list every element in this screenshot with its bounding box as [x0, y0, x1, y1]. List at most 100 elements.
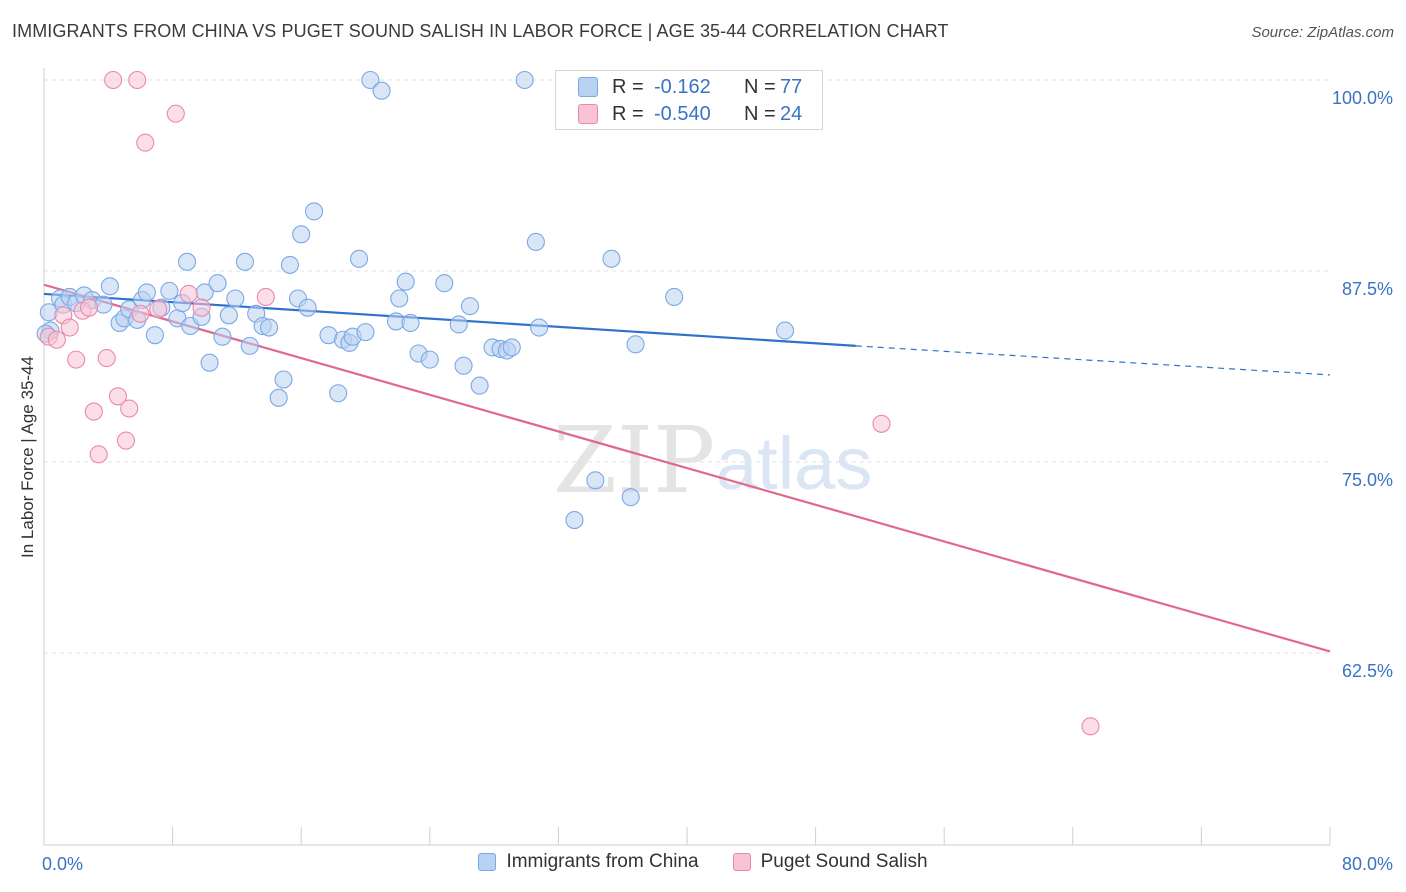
- point-immigrants-from-china: [160, 281, 179, 300]
- gridlines: [44, 79, 1330, 654]
- point-puget-sound-salish: [872, 414, 891, 433]
- point-puget-sound-salish: [67, 350, 86, 369]
- legend-swatch-china: [478, 853, 497, 871]
- r-label: R =: [612, 75, 644, 98]
- point-immigrants-from-china: [292, 225, 311, 244]
- point-immigrants-from-china: [515, 70, 534, 90]
- point-immigrants-from-china: [356, 323, 375, 342]
- y-tick-label: 87.5%: [1342, 279, 1393, 299]
- point-immigrants-from-china: [208, 274, 227, 293]
- point-immigrants-from-china: [329, 384, 348, 403]
- point-immigrants-from-china: [565, 511, 584, 530]
- n-label: N =: [744, 75, 776, 98]
- point-immigrants-from-china: [226, 289, 245, 308]
- data-points: [36, 70, 1100, 736]
- legend-swatch-salish: [732, 853, 751, 871]
- stats-row-salish: R = -0.540 N = 24: [578, 100, 802, 128]
- point-immigrants-from-china: [100, 277, 119, 296]
- point-immigrants-from-china: [372, 81, 391, 100]
- point-puget-sound-salish: [120, 399, 139, 418]
- n-label: N =: [744, 102, 776, 125]
- point-puget-sound-salish: [166, 104, 185, 123]
- point-immigrants-from-china: [470, 376, 489, 395]
- point-puget-sound-salish: [89, 445, 108, 464]
- point-immigrants-from-china: [454, 356, 473, 375]
- point-immigrants-from-china: [361, 70, 380, 90]
- watermark-atlas: atlas: [716, 422, 872, 505]
- point-immigrants-from-china: [145, 326, 164, 345]
- point-immigrants-from-china: [449, 315, 468, 334]
- trend-line-salish: [43, 283, 1331, 653]
- point-immigrants-from-china: [219, 306, 238, 325]
- y-tick-labels: 100.0% 87.5% 75.0% 62.5%: [1332, 88, 1393, 681]
- legend-label-china: Immigrants from China: [506, 851, 699, 872]
- point-puget-sound-salish: [108, 387, 127, 406]
- x-tick-label-min: 0.0%: [42, 854, 83, 874]
- point-immigrants-from-china: [460, 297, 480, 316]
- n-value-china: 77: [780, 75, 803, 98]
- point-immigrants-from-china: [626, 335, 645, 354]
- point-immigrants-from-china: [259, 318, 279, 337]
- point-immigrants-from-china: [298, 298, 317, 317]
- point-immigrants-from-china: [526, 232, 545, 252]
- point-puget-sound-salish: [104, 70, 123, 90]
- legend-item-salish[interactable]: Puget Sound Salish: [732, 851, 928, 873]
- n-value-salish: 24: [780, 102, 803, 125]
- stats-legend: R = -0.162 N = 77 R = -0.540 N = 24: [555, 70, 823, 130]
- point-immigrants-from-china: [350, 249, 369, 268]
- r-label: R =: [612, 102, 644, 125]
- point-immigrants-from-china: [602, 249, 621, 268]
- point-immigrants-from-china: [586, 471, 605, 490]
- x-tick-labels: 0.0% 80.0%: [42, 854, 1393, 874]
- series-legend: Immigrants from China Puget Sound Salish: [0, 851, 1406, 873]
- point-immigrants-from-china: [280, 255, 299, 274]
- point-immigrants-from-china: [502, 338, 521, 357]
- point-immigrants-from-china: [420, 350, 439, 369]
- trend-line-china-extension: [855, 345, 1331, 376]
- point-immigrants-from-china: [396, 272, 415, 291]
- point-immigrants-from-china: [665, 287, 684, 307]
- point-immigrants-from-china: [435, 274, 454, 293]
- salish-swatch: [578, 104, 598, 124]
- point-puget-sound-salish: [60, 318, 79, 337]
- point-immigrants-from-china: [621, 488, 640, 507]
- axes: [43, 68, 1331, 846]
- point-immigrants-from-china: [200, 353, 219, 372]
- y-tick-label: 100.0%: [1332, 88, 1393, 108]
- stats-row-china: R = -0.162 N = 77: [578, 73, 802, 101]
- point-puget-sound-salish: [256, 287, 275, 307]
- point-immigrants-from-china: [213, 327, 232, 346]
- point-puget-sound-salish: [128, 70, 147, 90]
- china-swatch: [578, 77, 598, 97]
- r-value-salish: -0.540: [654, 102, 711, 125]
- chart-title: IMMIGRANTS FROM CHINA VS PUGET SOUND SAL…: [12, 21, 949, 41]
- point-puget-sound-salish: [136, 133, 155, 152]
- point-puget-sound-salish: [131, 304, 150, 323]
- point-puget-sound-salish: [47, 330, 66, 349]
- point-immigrants-from-china: [269, 388, 288, 407]
- watermark: ZIP atlas: [553, 407, 872, 514]
- point-puget-sound-salish: [79, 298, 99, 317]
- legend-label-salish: Puget Sound Salish: [760, 851, 928, 872]
- point-immigrants-from-china: [235, 252, 254, 271]
- point-puget-sound-salish: [116, 431, 136, 450]
- point-puget-sound-salish: [84, 402, 103, 421]
- y-tick-label: 75.0%: [1342, 470, 1393, 490]
- legend-item-china[interactable]: Immigrants from China: [478, 851, 699, 873]
- r-value-china: -0.162: [654, 75, 711, 98]
- point-puget-sound-salish: [179, 284, 198, 303]
- point-immigrants-from-china: [530, 318, 549, 337]
- point-immigrants-from-china: [240, 336, 259, 355]
- point-puget-sound-salish: [149, 300, 168, 319]
- point-immigrants-from-china: [305, 202, 324, 221]
- source-note: Source: ZipAtlas.com: [1251, 24, 1394, 41]
- point-immigrants-from-china: [274, 370, 293, 389]
- x-tick-label-max: 80.0%: [1342, 854, 1393, 874]
- point-immigrants-from-china: [401, 313, 420, 333]
- point-puget-sound-salish: [1081, 717, 1100, 736]
- point-immigrants-from-china: [390, 289, 409, 308]
- point-immigrants-from-china: [178, 252, 197, 271]
- point-immigrants-from-china: [137, 283, 156, 302]
- y-tick-label: 62.5%: [1342, 661, 1393, 681]
